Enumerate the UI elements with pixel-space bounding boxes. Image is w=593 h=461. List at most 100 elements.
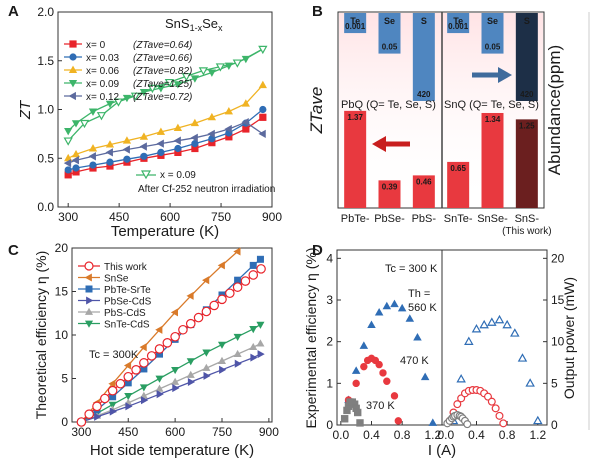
y-tick-label-d-right: 10 — [551, 335, 565, 349]
data-point-c — [139, 384, 148, 392]
x-tick-label-c: 600 — [165, 425, 185, 439]
power-point — [453, 400, 462, 409]
y-tick-label-c: 0 — [61, 415, 68, 429]
abundance-bar — [378, 13, 401, 54]
efficiency-point — [390, 299, 399, 308]
power-point — [517, 353, 528, 362]
efficiency-point — [428, 418, 438, 426]
data-point-a — [224, 107, 234, 115]
y-axis-label-power: Output power (mW) — [561, 277, 577, 399]
legend-irradiation: x = 0.09 After Cf-252 neutron irradiatio… — [136, 170, 275, 195]
efficiency-point — [397, 303, 407, 312]
data-point-a — [106, 158, 114, 166]
zt-background — [339, 13, 543, 207]
y-axis-label-c: Theoretical efficiency η (%) — [33, 251, 49, 420]
group-label-pbq: PbQ (Q= Te, Se, S) — [341, 99, 436, 111]
data-point-a — [173, 81, 183, 89]
efficiency-point — [379, 369, 387, 377]
y-tick-label-d-left: 4 — [326, 251, 333, 265]
data-point-c — [257, 350, 265, 359]
efficiency-point — [356, 419, 364, 427]
efficiency-point — [375, 360, 383, 369]
legend-label-c: PbSe-CdS — [104, 297, 152, 308]
legend-label-c: This work — [104, 262, 148, 273]
data-point-c — [234, 359, 242, 368]
data-point-a — [64, 128, 73, 136]
data-point-c — [171, 377, 180, 385]
data-point-c — [217, 356, 227, 364]
data-point-a — [164, 78, 175, 88]
data-point-c — [256, 255, 264, 263]
power-point — [491, 404, 500, 413]
zt-bar-label: 1.34 — [485, 115, 501, 124]
efficiency-point — [359, 341, 369, 349]
data-point-a — [258, 129, 266, 139]
data-point-c — [131, 364, 141, 375]
x-tick-label-a: 300 — [58, 210, 78, 224]
data-point-a — [232, 59, 243, 68]
zt-bar — [344, 110, 367, 208]
x-tick-label-d-left: 1.2 — [424, 428, 441, 442]
tc-annotation-d: Tc = 300 K — [385, 263, 438, 275]
data-point-a — [71, 149, 81, 158]
data-point-a — [96, 112, 107, 121]
data-point-c — [248, 270, 259, 280]
data-point-c — [185, 318, 196, 329]
y-tick-label-d-left: 2 — [326, 335, 333, 349]
category-label-b: PbTe- — [341, 213, 370, 225]
data-point-a — [259, 113, 267, 121]
data-point-c — [193, 312, 204, 323]
tc-annotation-c: Tc = 300K — [89, 349, 139, 361]
abundance-bar — [412, 13, 435, 101]
data-point-c — [249, 326, 258, 334]
data-point-a — [105, 148, 113, 157]
data-point-a — [139, 142, 147, 151]
legend-label-a: x= 0.09 — [86, 79, 120, 90]
data-point-c — [249, 261, 257, 269]
category-labels-b: PbTe- PbSe- PbS- SnTe- SnSe- SnS-(This work) — [341, 213, 552, 237]
abundance-bar — [344, 13, 367, 34]
data-point-c — [250, 353, 258, 362]
zt-bar-label: 1.37 — [347, 113, 363, 122]
legend-label-c: PbTe-SrTe — [104, 285, 151, 296]
data-point-a — [140, 152, 148, 160]
data-marks-a — [63, 45, 268, 179]
zt-bar — [515, 119, 538, 208]
annotation-370k: 370 K — [366, 400, 395, 412]
data-point-c — [171, 366, 180, 375]
series-line-a — [68, 108, 264, 171]
data-point-a — [156, 139, 164, 148]
y-axis-label-abundance: Abundance(ppm) — [545, 45, 564, 175]
y-tick-label-c: 15 — [55, 285, 69, 299]
category-label-b: SnS- — [515, 213, 540, 225]
power-point — [502, 319, 512, 329]
legend-irradiation-label: x = 0.09 — [160, 170, 196, 181]
data-point-c — [155, 325, 163, 334]
category-label-b: PbSe- — [374, 213, 405, 225]
legend-marker-a — [69, 40, 77, 48]
annotation-470k: 470 K — [400, 355, 429, 367]
data-point-c — [240, 276, 251, 286]
panel-d: D 0.0 0.00.4 0.40.8 0.81.2 1.20123405101520 … — [303, 242, 577, 459]
legend-marker-a — [68, 65, 78, 73]
y-axis-label-zt: ZTave — [307, 87, 326, 135]
data-point-a — [122, 145, 130, 154]
data-point-c — [186, 370, 195, 378]
y-tick-label-a: 0.0 — [37, 200, 54, 214]
series-line-a — [67, 116, 264, 176]
x-tick-label-c: 300 — [71, 425, 91, 439]
y-tick-label-d-right: 20 — [551, 251, 565, 265]
data-point-c — [156, 390, 164, 399]
category-note-b: (This work) — [502, 226, 551, 237]
power-point — [464, 336, 474, 345]
data-point-c — [125, 402, 133, 411]
data-point-a — [88, 152, 96, 161]
zt-bar — [378, 180, 401, 208]
category-label-b: PbS- — [412, 213, 437, 225]
power-point — [533, 415, 543, 425]
data-point-c — [203, 371, 211, 380]
th-annotation-line2: 560 K — [408, 302, 437, 314]
abundance-element-label: S — [524, 16, 530, 26]
data-point-a — [63, 158, 72, 168]
